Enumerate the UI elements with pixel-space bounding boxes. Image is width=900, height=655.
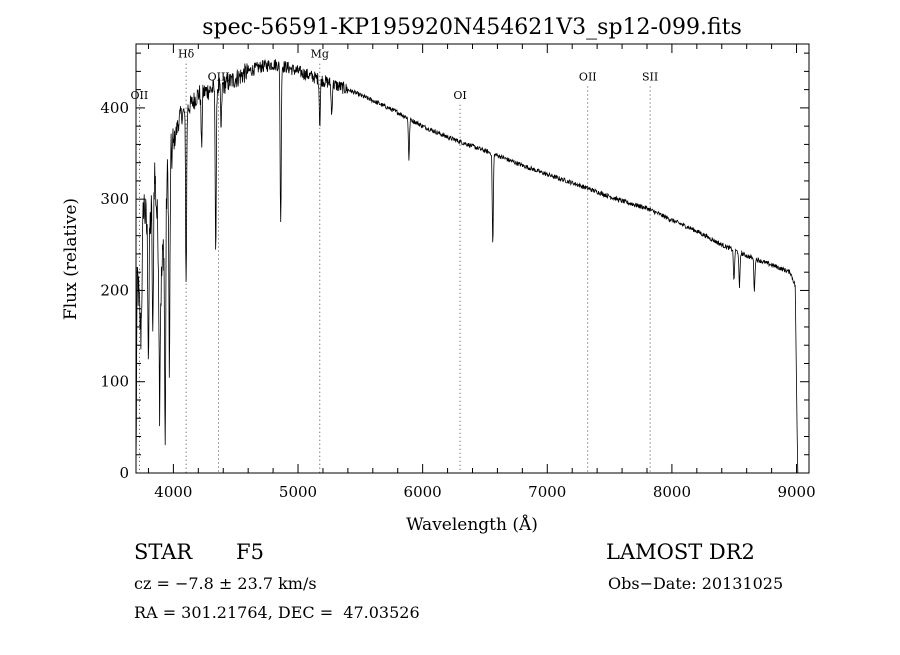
line-marker-label: Mg: [311, 48, 329, 61]
x-tick-label: 8000: [653, 483, 691, 501]
spectrum-line: [135, 59, 799, 474]
x-tick-label: 7000: [528, 483, 566, 501]
y-tick-label: 0: [119, 464, 129, 482]
plot-frame: [135, 43, 810, 474]
y-tick-label: 400: [100, 99, 129, 117]
line-marker-label: Hδ: [178, 48, 195, 61]
axes: 4000 5000 6000 7000 8000 9000 0 100 200 300 400: [100, 43, 816, 501]
coordinates: RA = 301.21764, DEC = 47.03526: [134, 603, 420, 622]
survey-name: LAMOST DR2: [606, 540, 755, 564]
object-class: STAR: [134, 540, 193, 564]
line-marker-label: SII: [642, 71, 658, 84]
x-axis-label: Wavelength (Å): [406, 514, 538, 535]
object-subclass: F5: [236, 540, 264, 564]
line-marker-label: OII: [579, 71, 597, 84]
spectrum-series: [135, 59, 799, 474]
chart-title: spec-56591-KP195920N454621V3_sp12-099.fi…: [202, 15, 742, 40]
y-axis-label: Flux (relative): [61, 198, 81, 320]
y-tick-label: 200: [100, 281, 129, 299]
line-marker-label: OI: [453, 89, 466, 102]
y-tick-label: 300: [100, 190, 129, 208]
x-tick-label: 9000: [777, 483, 815, 501]
x-tick-label: 6000: [404, 483, 442, 501]
line-marker-label: OII: [131, 89, 149, 102]
x-tick-label: 4000: [154, 483, 192, 501]
redshift-cz: cz = −7.8 ± 23.7 km/s: [134, 574, 317, 593]
obs-date: Obs−Date: 20131025: [608, 574, 784, 593]
y-tick-label: 100: [100, 373, 129, 391]
x-tick-label: 5000: [279, 483, 317, 501]
